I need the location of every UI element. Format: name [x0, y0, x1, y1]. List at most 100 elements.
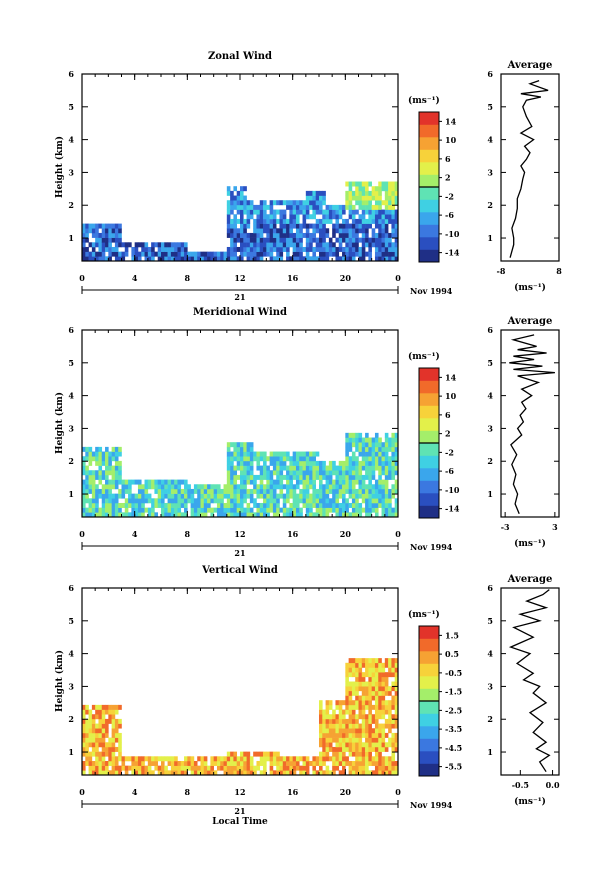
heatmap-cell [286, 456, 290, 462]
heatmap-cell [374, 502, 379, 508]
heatmap-cell [342, 484, 346, 490]
heatmap-cell [355, 432, 359, 438]
heatmap-cell [381, 479, 386, 485]
heatmap-cell [309, 498, 313, 504]
heatmap-cell [233, 446, 238, 452]
heatmap-cell [114, 728, 119, 734]
heatmap-cell [319, 470, 323, 476]
heatmap-cell [207, 488, 211, 494]
heatmap-cell [378, 728, 382, 734]
heatmap-cell [374, 218, 379, 224]
heatmap-cell [256, 256, 261, 261]
heatmap-cell [141, 507, 145, 513]
heatmap-cell [361, 218, 366, 224]
heatmap-cell [322, 232, 326, 238]
heatmap-cell [128, 242, 132, 248]
heatmap-cell [286, 470, 290, 476]
heatmap-cell [332, 488, 336, 494]
heatmap-cell [325, 214, 330, 220]
heatmap-cell [378, 704, 382, 710]
heatmap-cell [95, 474, 99, 480]
heatmap-cell [282, 456, 287, 462]
heatmap-cell [355, 512, 359, 517]
heatmap-cell [368, 714, 372, 720]
heatmap-cell [230, 200, 234, 206]
heatmap-cell [358, 709, 363, 715]
heatmap-cell [184, 770, 188, 775]
heatmap-cell [88, 760, 93, 766]
heatmap-cell [134, 498, 139, 504]
heatmap-cell [384, 242, 389, 248]
heatmap-cell [394, 246, 398, 252]
heatmap-cell [263, 751, 267, 757]
heatmap-cell [82, 479, 86, 485]
heatmap-cell [95, 760, 99, 766]
heatmap-cell [361, 228, 366, 234]
heatmap-cell [226, 751, 231, 757]
heatmap-cell [361, 723, 366, 729]
heatmap-cell [243, 228, 247, 234]
heatmap-cell [95, 484, 99, 490]
heatmap-cell [342, 218, 346, 224]
heatmap-cell [388, 498, 392, 504]
heatmap-cell [332, 746, 336, 752]
heatmap-cell [111, 765, 116, 771]
heatmap-cell [378, 181, 382, 187]
heatmap-cell [374, 770, 379, 775]
heatmap-cell [187, 756, 191, 762]
heatmap-cell [269, 223, 274, 229]
heatmap-cell [174, 479, 178, 485]
heatmap-cell [82, 446, 86, 452]
heatmap-cell [105, 484, 109, 490]
heatmap-cell [345, 432, 349, 438]
heatmap-cell [378, 746, 382, 752]
heatmap-cell [269, 256, 274, 261]
heatmap-cell [230, 190, 234, 196]
heatmap-cell [338, 512, 343, 517]
heatmap-cell [108, 465, 112, 471]
heatmap-cell [147, 251, 152, 257]
heatmap-cell [98, 704, 103, 710]
heatmap-cell [358, 460, 363, 466]
heatmap-cell [82, 512, 86, 517]
colorbar-swatch [419, 112, 439, 125]
heatmap-cell [197, 488, 201, 494]
heatmap-cell [190, 488, 195, 494]
heatmap-cell [348, 709, 353, 715]
heatmap-cell [111, 728, 116, 734]
heatmap-cell [351, 432, 356, 438]
heatmap-cell [141, 242, 145, 248]
heatmap-cell [384, 718, 389, 724]
heatmap-cell [226, 228, 231, 234]
heatmap-cell [335, 218, 340, 224]
heatmap-cell [368, 446, 372, 452]
heatmap-cell [236, 446, 241, 452]
heatmap-cell [131, 246, 135, 252]
heatmap-cell [342, 488, 346, 494]
heatmap-cell [223, 484, 228, 490]
heatmap-cell [322, 728, 326, 734]
heatmap-cell [345, 465, 349, 471]
heatmap-cell [105, 451, 109, 457]
heatmap-cell [236, 765, 241, 771]
heatmap-cell [233, 765, 238, 771]
heatmap-cell [319, 209, 323, 215]
heatmap-cell [312, 502, 317, 508]
heatmap-cell [259, 209, 264, 215]
heatmap-cell [282, 460, 287, 466]
heatmap-cell [295, 214, 300, 220]
heatmap-cell [319, 479, 323, 485]
heatmap-cell [256, 488, 261, 494]
heatmap-cell [325, 498, 330, 504]
heatmap-cell [263, 770, 267, 775]
heatmap-cell [233, 770, 238, 775]
heatmap-cell [355, 728, 359, 734]
heatmap-cell [95, 228, 99, 234]
heatmap-cell [88, 737, 93, 743]
heatmap-cell [361, 237, 366, 243]
heatmap-cell [200, 484, 205, 490]
heatmap-cell [88, 223, 93, 229]
heatmap-cell [365, 728, 369, 734]
heatmap-cell [394, 460, 398, 466]
heatmap-cell [319, 756, 323, 762]
